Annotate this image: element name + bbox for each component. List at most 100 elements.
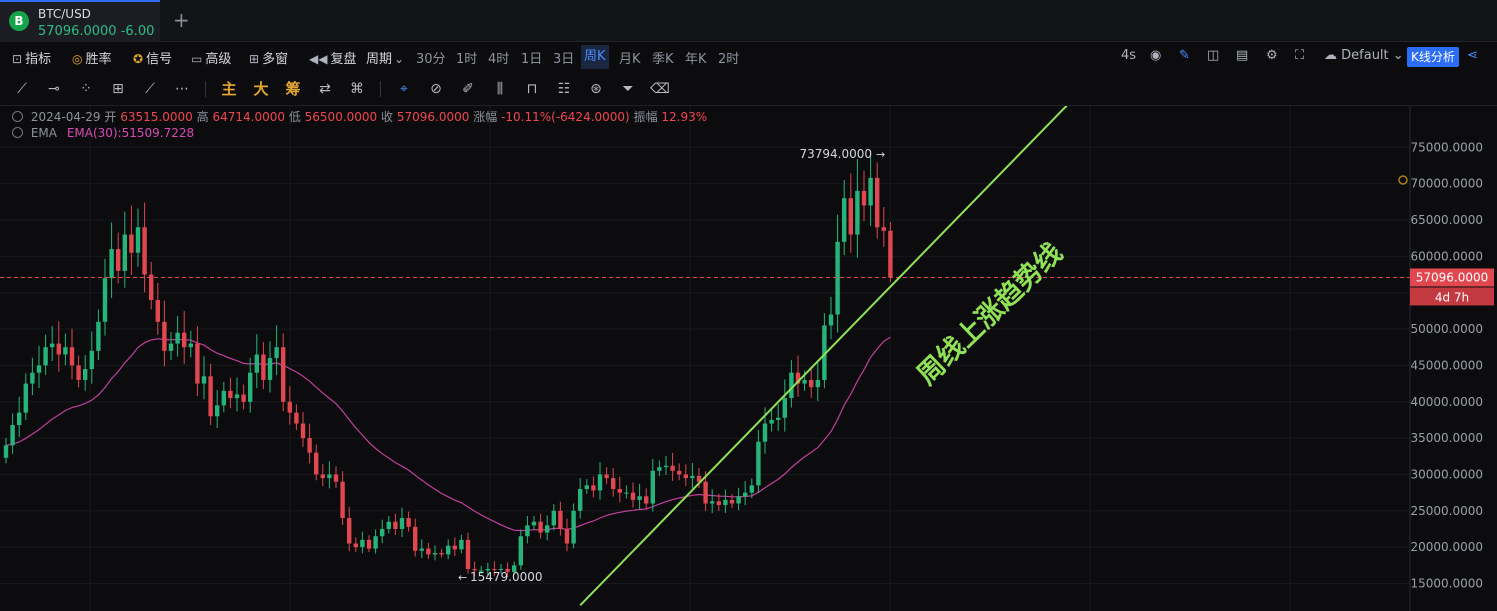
candlestick-chart[interactable]: 周线上涨趋势线 73794.0000 → ← 15479.0000 15000.…: [0, 106, 1497, 611]
price-tick-label: 20000.0000: [1410, 540, 1483, 554]
line-tool-icon[interactable]: ⟋: [17, 81, 27, 97]
candle-body: [822, 325, 827, 380]
magnet-icon[interactable]: ⊛: [590, 81, 602, 97]
candle-body: [571, 510, 576, 544]
candle-body: [690, 475, 695, 479]
timeframe-yearly[interactable]: 年K: [685, 52, 707, 67]
candle-body: [558, 510, 563, 529]
add-tab-button[interactable]: +: [173, 8, 190, 32]
symbol-tab[interactable]: B BTC/USD 57096.0000 -6.00: [0, 0, 160, 42]
brush-icon[interactable]: ✐: [462, 81, 474, 97]
candle-body: [168, 343, 174, 351]
layout-dropdown[interactable]: ☁ Default ⌄: [1324, 48, 1404, 63]
chart-icon: ⊡: [12, 52, 23, 66]
timeframe-1h[interactable]: 1时: [456, 52, 478, 67]
pencil-icon[interactable]: ✎: [1179, 48, 1190, 63]
briefcase-icon: ▭: [191, 52, 203, 66]
timeframe-1d[interactable]: 1日: [521, 52, 543, 67]
candle-tool-icon[interactable]: ⫼: [496, 81, 504, 97]
interval-label[interactable]: 4s: [1121, 48, 1137, 63]
swap-icon[interactable]: ⇄: [319, 81, 331, 97]
big-indicator-button[interactable]: 大: [253, 80, 269, 98]
candle-body: [122, 234, 127, 271]
candle-body: [89, 350, 94, 370]
more-tools-icon[interactable]: ⋯: [175, 81, 189, 97]
candle-body: [215, 405, 220, 417]
horizontal-line-icon[interactable]: ⊸: [48, 81, 60, 97]
grid-icon: ⊞: [249, 52, 260, 66]
indicators-button[interactable]: ⊡ 指标: [12, 48, 51, 67]
candle-body: [380, 528, 385, 537]
candle-body: [426, 548, 431, 555]
candle-body: [644, 496, 649, 504]
candle-body: [17, 412, 22, 426]
candle-body: [234, 394, 240, 399]
win-rate-button[interactable]: ◎ 胜率: [72, 48, 112, 67]
candles: [3, 150, 893, 578]
timeframe-weekly[interactable]: 周K: [581, 45, 609, 69]
tag-icon[interactable]: ⌘: [350, 81, 364, 97]
candle-body: [505, 568, 510, 572]
multi-window-button[interactable]: ⊞ 多窗: [249, 48, 288, 67]
candle-body: [776, 417, 781, 420]
candle-body: [459, 539, 464, 550]
comment-icon[interactable]: ◫: [1207, 48, 1220, 63]
timeframe-quarterly[interactable]: 季K: [652, 52, 674, 67]
candle-body: [267, 358, 273, 380]
close-label: 收: [381, 110, 394, 124]
trend-line[interactable]: [579, 106, 1068, 607]
amplitude-value: 12.93%: [661, 110, 708, 124]
candle-body: [782, 398, 787, 418]
candle-body: [307, 438, 312, 453]
gauge-icon: ◎: [72, 52, 83, 66]
ray-tool-icon[interactable]: ⟋: [145, 81, 155, 97]
measure-icon[interactable]: ⊘: [430, 81, 442, 97]
change-label: 涨幅: [473, 110, 498, 124]
candle-body: [855, 190, 860, 235]
replay-button[interactable]: ◀◀ 复盘: [309, 48, 356, 67]
timeframe-3d[interactable]: 3日: [553, 52, 575, 67]
current-price-value: 57096.0000: [1416, 270, 1489, 284]
save-icon[interactable]: ▤: [1236, 48, 1249, 63]
timeframe-30m[interactable]: 30分: [416, 52, 446, 67]
filter-icon[interactable]: ⏷: [622, 81, 634, 97]
candle-body: [723, 499, 728, 505]
chip-indicator-button[interactable]: 筹: [285, 80, 301, 98]
collapse-icon[interactable]: [12, 111, 23, 122]
lock-icon[interactable]: ⊓: [526, 81, 538, 97]
candle-body: [446, 545, 451, 555]
collapse-icon[interactable]: [12, 127, 23, 138]
share-icon[interactable]: ⋖: [1467, 48, 1478, 63]
max-price-label: 73794.0000: [799, 147, 872, 161]
candle-body: [109, 249, 114, 279]
select-tool-icon[interactable]: ⌖: [400, 81, 408, 97]
timeframe-4h[interactable]: 4时: [488, 52, 510, 67]
candle-body: [50, 343, 55, 348]
advanced-button[interactable]: ▭ 高级: [191, 48, 231, 67]
kline-analysis-button[interactable]: K线分析: [1407, 47, 1459, 67]
min-price-label: 15479.0000: [470, 570, 543, 584]
trash-icon[interactable]: ⌫: [650, 81, 670, 97]
candle-body: [188, 343, 193, 348]
settings-gear-icon[interactable]: ⚙: [1266, 48, 1278, 63]
candle-body: [320, 474, 325, 479]
main-indicator-button[interactable]: 主: [221, 80, 237, 98]
countdown-box: [1410, 287, 1494, 306]
note-icon[interactable]: ☷: [557, 81, 571, 97]
timeframe-2h[interactable]: 2时: [718, 52, 740, 67]
timeframe-monthly[interactable]: 月K: [619, 52, 641, 67]
price-axis[interactable]: 15000.0000 20000.0000 25000.0000 30000.0000…: [1409, 106, 1483, 611]
alert-bell-icon[interactable]: [1398, 175, 1408, 185]
fullscreen-icon[interactable]: ⛶: [1295, 48, 1305, 63]
signal-button[interactable]: ✪ 信号: [133, 48, 172, 67]
period-dropdown[interactable]: 周期 ⌄: [366, 48, 407, 67]
camera-icon[interactable]: ◉: [1150, 48, 1162, 63]
candle-body: [472, 568, 477, 571]
price-tick-label: 30000.0000: [1410, 467, 1483, 481]
candle-body: [551, 510, 556, 526]
price-tick-label: 70000.0000: [1410, 177, 1483, 191]
ruler-tool-icon[interactable]: ⁘: [80, 81, 92, 97]
candle-body: [413, 526, 418, 551]
crosshair-box-icon[interactable]: ⊞: [112, 81, 124, 97]
candle-body: [333, 474, 339, 482]
